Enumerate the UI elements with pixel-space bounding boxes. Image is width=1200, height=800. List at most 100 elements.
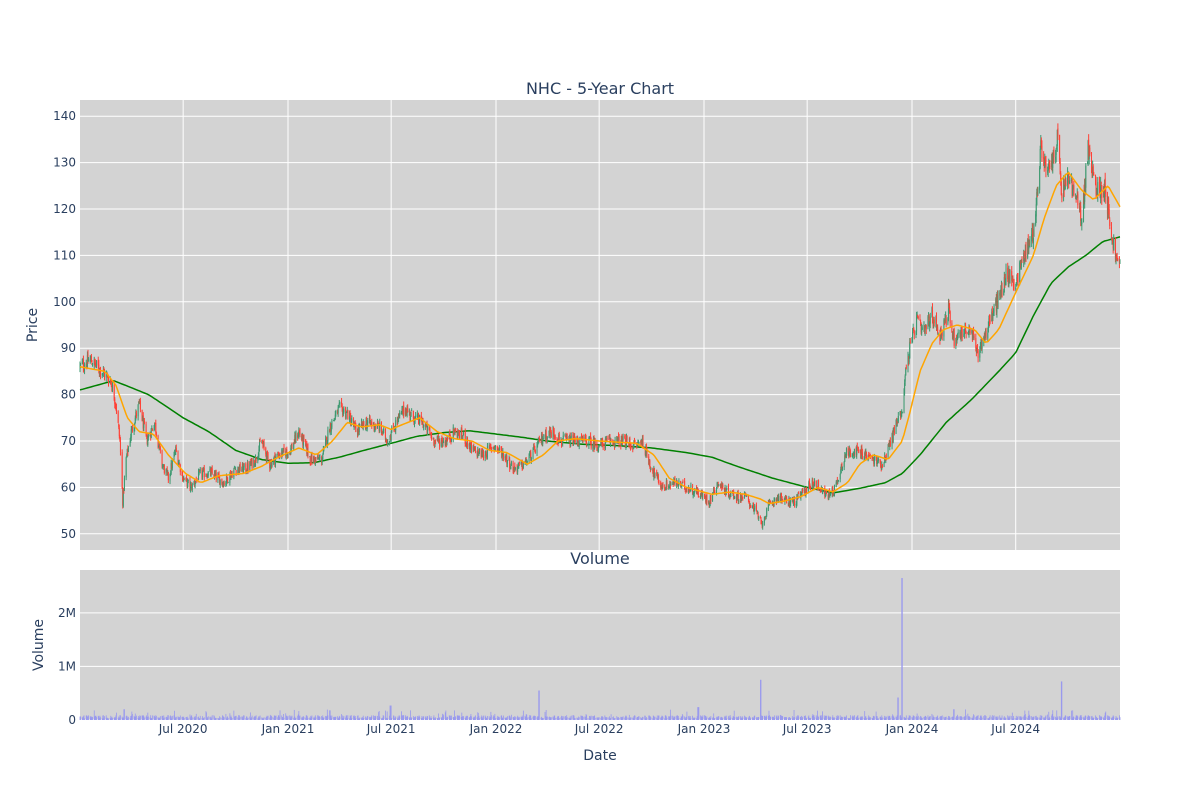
candle-body xyxy=(682,481,684,483)
volume-bar xyxy=(665,715,667,720)
volume-bar xyxy=(868,716,870,720)
candle-body xyxy=(301,435,303,440)
price-y-tick-label: 140 xyxy=(53,109,76,123)
volume-bar xyxy=(698,707,700,720)
volume-bar xyxy=(266,715,268,720)
volume-bar xyxy=(893,717,895,720)
candle-body xyxy=(845,448,847,456)
volume-bar xyxy=(95,715,97,720)
volume-bar xyxy=(154,716,156,720)
volume-bar xyxy=(349,718,350,720)
candle-body xyxy=(514,465,516,469)
candle-body xyxy=(1104,178,1106,190)
candle-body xyxy=(517,465,519,468)
volume-bar xyxy=(498,716,500,720)
volume-bar xyxy=(979,717,981,720)
candle-body xyxy=(1067,173,1069,185)
candle-body xyxy=(1117,259,1119,261)
volume-bars[interactable] xyxy=(79,578,1121,720)
candle-body xyxy=(249,461,251,470)
candle-body xyxy=(828,491,830,500)
candle-body xyxy=(114,398,116,404)
volume-bar xyxy=(1047,714,1049,720)
candle-body xyxy=(1039,148,1041,169)
volume-bar xyxy=(538,690,540,720)
candle-body xyxy=(759,517,761,519)
candle-body xyxy=(195,480,197,483)
candle-body xyxy=(984,335,986,339)
volume-bar xyxy=(126,718,128,720)
volume-bar xyxy=(287,715,289,720)
candle-body xyxy=(540,440,542,443)
candle-body xyxy=(229,473,231,483)
volume-bar xyxy=(985,715,986,720)
volume-bar xyxy=(1001,717,1002,720)
volume-bar xyxy=(762,715,764,720)
volume-bar xyxy=(297,715,299,720)
volume-bar xyxy=(237,717,239,720)
candle-body xyxy=(423,424,425,427)
volume-bar xyxy=(428,715,430,720)
candle-body xyxy=(885,456,887,458)
volume-bar xyxy=(413,718,415,720)
candle-body xyxy=(210,469,212,476)
candle-body xyxy=(879,458,881,462)
volume-bar xyxy=(558,718,560,720)
volume-bar xyxy=(709,717,711,720)
volume-bar xyxy=(881,717,883,720)
candle-body xyxy=(621,436,623,441)
volume-bar xyxy=(772,716,774,720)
volume-bar xyxy=(853,715,855,720)
candle-body xyxy=(267,453,269,459)
volume-bar xyxy=(897,697,899,720)
volume-bar xyxy=(925,716,927,720)
candle-body xyxy=(481,450,483,457)
candle-body xyxy=(826,491,828,495)
volume-bar xyxy=(139,715,141,720)
volume-bar xyxy=(1083,716,1085,720)
volume-bar xyxy=(353,715,354,720)
candle-body xyxy=(421,420,423,424)
candle-body xyxy=(614,441,616,447)
candle-body xyxy=(470,444,472,451)
candle-body xyxy=(330,423,332,431)
volume-bar xyxy=(397,716,399,720)
candle-body xyxy=(516,467,518,472)
candle-body xyxy=(937,333,939,335)
candle-body xyxy=(355,425,357,433)
volume-bar xyxy=(87,716,88,720)
candle-body xyxy=(888,442,890,447)
candle-body xyxy=(490,445,492,447)
candle-body xyxy=(165,469,167,473)
volume-bar xyxy=(1039,717,1041,720)
volume-bar xyxy=(961,717,963,720)
volume-bar xyxy=(769,715,770,720)
candle-body xyxy=(859,450,861,452)
volume-bar xyxy=(593,715,595,720)
volume-bar xyxy=(818,716,819,720)
candle-body xyxy=(335,410,337,414)
volume-bar xyxy=(370,716,372,720)
volume-bar xyxy=(1077,716,1079,720)
volume-bar xyxy=(867,717,869,720)
candle-body xyxy=(339,402,341,404)
candle-body xyxy=(1008,270,1010,286)
volume-bar xyxy=(809,717,811,720)
volume-bar xyxy=(600,717,602,720)
x-tick-label: Jan 2023 xyxy=(677,722,731,736)
volume-bar xyxy=(666,717,668,720)
candle-body xyxy=(502,452,504,460)
candle-body xyxy=(270,461,272,467)
candle-body xyxy=(908,357,910,363)
volume-bar xyxy=(450,715,451,720)
candle-body xyxy=(860,448,862,460)
volume-bar xyxy=(872,718,874,720)
volume-bar xyxy=(445,710,447,720)
candle-body xyxy=(646,448,648,456)
volume-bar xyxy=(839,715,841,720)
volume-bar xyxy=(395,716,397,720)
candle-body xyxy=(486,446,488,458)
volume-bar xyxy=(155,715,157,720)
volume-bar xyxy=(949,717,951,720)
